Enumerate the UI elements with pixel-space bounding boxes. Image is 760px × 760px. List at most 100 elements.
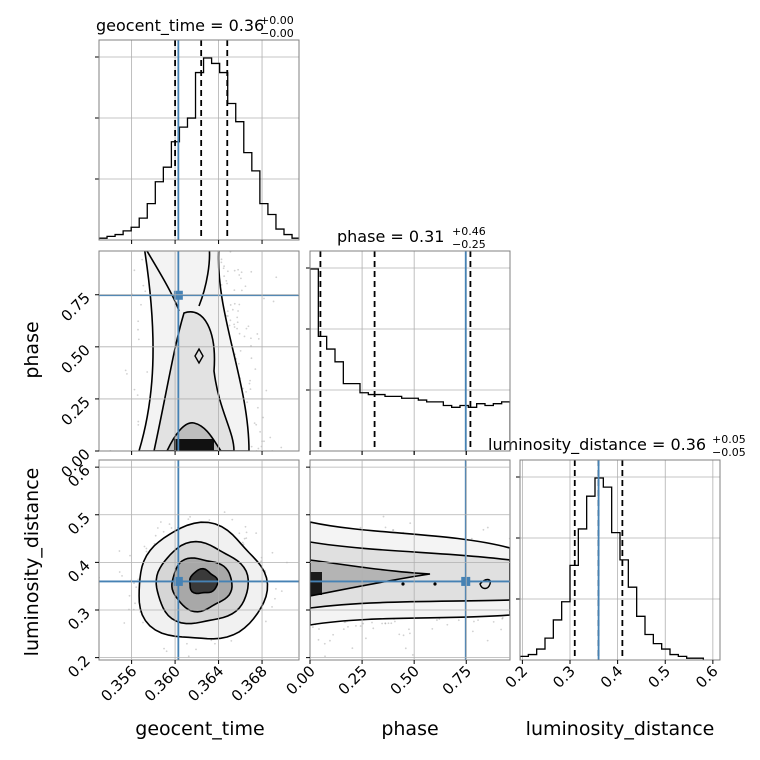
scatter-point (225, 279, 228, 282)
scatter-point (332, 633, 335, 636)
scatter-point (249, 388, 252, 391)
scatter-point (243, 537, 246, 540)
scatter-point (144, 290, 147, 293)
scatter-point (362, 622, 365, 625)
scatter-point (233, 323, 236, 326)
scatter-point (257, 337, 260, 340)
scatter-point (237, 310, 239, 312)
scatter-point (245, 537, 248, 540)
scatter-point (473, 620, 475, 623)
scatter-point (351, 647, 354, 650)
scatter-point (280, 446, 283, 449)
scatter-point (220, 258, 223, 261)
geocent-time-title-upper: +0.00 (260, 14, 294, 27)
density-level (174, 439, 214, 451)
scatter-point (250, 270, 253, 273)
phase-title-lower: −0.25 (452, 238, 486, 251)
scatter-point (245, 390, 247, 393)
scatter-point (238, 332, 241, 335)
scatter-point (256, 333, 259, 335)
scatter-point (265, 389, 268, 392)
scatter-point (239, 349, 242, 352)
scatter-point (271, 551, 274, 554)
scatter-point (257, 447, 260, 450)
scatter-point (118, 550, 121, 552)
scatter-point (384, 622, 387, 625)
scatter-point (133, 269, 136, 272)
scatter-point (501, 616, 504, 619)
scatter-point (365, 637, 367, 640)
scatter-point (275, 587, 277, 590)
scatter-point (142, 621, 144, 624)
phase-title: phase = 0.31 (337, 227, 444, 246)
scatter-point (486, 639, 489, 642)
scatter-point (269, 436, 272, 439)
scatter-point (431, 627, 434, 630)
scatter-point (137, 423, 140, 426)
luminosity_distance-histogram-frame (519, 459, 721, 661)
scatter-point (140, 303, 142, 306)
scatter-point (137, 328, 139, 331)
geocent_time-vs-phase-frame (98, 250, 300, 452)
scatter-point (311, 626, 314, 629)
x-axis-label-geocent-time: geocent_time (135, 718, 264, 740)
scatter-point (259, 430, 262, 433)
scatter-point (240, 289, 243, 292)
scatter-point (210, 639, 213, 642)
scatter-point (223, 265, 225, 268)
scatter-point (136, 394, 139, 397)
scatter-point (384, 622, 387, 625)
scatter-point (141, 258, 144, 261)
y-axis-label-phase: phase (21, 321, 43, 378)
contour-line (310, 541, 510, 609)
scatter-point (223, 275, 226, 277)
scatter-point (228, 324, 231, 327)
contour-line (153, 311, 235, 451)
density-level (154, 311, 234, 451)
scatter-point (159, 521, 162, 523)
scatter-point (242, 543, 245, 546)
scatter-point (240, 271, 243, 274)
scatter-point (246, 401, 249, 404)
scatter-point (318, 628, 320, 630)
scatter-point (128, 594, 131, 597)
scatter-point (133, 582, 135, 585)
scatter-point (317, 638, 320, 641)
scatter-point (264, 620, 267, 623)
scatter-point (263, 440, 265, 443)
scatter-point (142, 284, 145, 287)
x-axis-label-luminosity-distance: luminosity_distance (526, 718, 715, 740)
scatter-point (162, 530, 165, 533)
scatter-point (238, 274, 241, 276)
scatter-point (208, 519, 211, 521)
scatter-point (411, 654, 414, 656)
scatter-point (263, 297, 265, 300)
scatter-point (168, 523, 171, 526)
scatter-point (226, 282, 228, 285)
contour-dot (401, 582, 405, 586)
scatter-point (243, 335, 246, 338)
scatter-point (137, 320, 140, 323)
scatter-point (222, 267, 225, 270)
scatter-point (247, 325, 250, 328)
scatter-point (372, 627, 375, 630)
scatter-point (255, 423, 258, 426)
scatter-point (237, 362, 240, 365)
scatter-point (359, 625, 362, 627)
scatter-point (323, 642, 326, 645)
scatter-point (123, 622, 126, 624)
density-level (310, 560, 430, 596)
scatter-point (124, 369, 127, 372)
contour-line (146, 251, 211, 312)
scatter-point (470, 537, 473, 540)
scatter-point (236, 321, 239, 324)
scatter-point (118, 571, 121, 573)
scatter-point (170, 527, 173, 529)
scatter-point (253, 422, 256, 424)
scatter-point (233, 326, 236, 328)
scatter-point (409, 632, 411, 635)
scatter-point (226, 310, 229, 313)
scatter-point (156, 527, 159, 529)
